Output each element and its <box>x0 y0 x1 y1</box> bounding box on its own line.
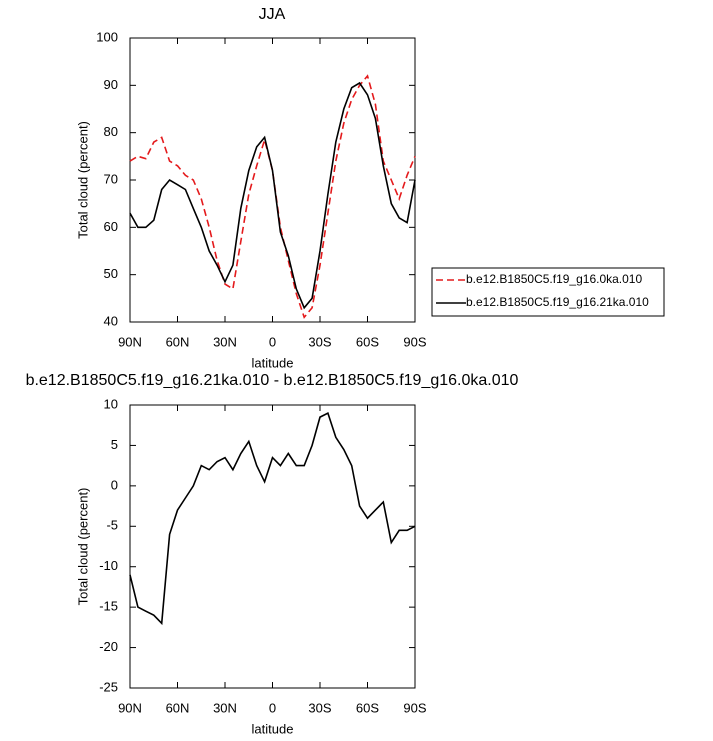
x-tick-label: 90S <box>403 700 426 715</box>
plot-frame <box>129 404 416 689</box>
y-tick-label: 10 <box>104 396 118 411</box>
y-tick-label: 50 <box>104 266 118 281</box>
x-tick-label: 90N <box>118 700 142 715</box>
x-tick-label: 30N <box>213 700 237 715</box>
y-tick-label: -15 <box>99 599 118 614</box>
y-tick-label: 5 <box>111 437 118 452</box>
x-tick-label: 60S <box>356 334 379 349</box>
x-tick-label: 30N <box>213 334 237 349</box>
y-tick-label: -5 <box>106 518 118 533</box>
x-tick-label: 60N <box>166 700 190 715</box>
y-tick-label: 100 <box>96 29 118 44</box>
x-axis-label: latitude <box>252 721 294 736</box>
y-tick-label: 0 <box>111 477 118 492</box>
y-axis-label: Total cloud (percent) <box>75 488 90 606</box>
x-tick-label: 60N <box>166 334 190 349</box>
data-line <box>129 81 416 310</box>
chart-title: b.e12.B1850C5.f19_g16.21ka.010 - b.e12.B… <box>26 372 519 389</box>
y-tick-label: -20 <box>99 639 118 654</box>
y-tick-label: 90 <box>104 77 118 92</box>
y-tick-label: -25 <box>99 679 118 694</box>
x-tick-label: 90N <box>118 334 142 349</box>
x-tick-label: 90S <box>403 334 426 349</box>
chart-title: JJA <box>259 6 286 23</box>
x-axis-label: latitude <box>252 355 294 370</box>
y-tick-label: 80 <box>104 124 118 139</box>
data-line <box>129 411 416 626</box>
legend-label: b.e12.B1850C5.f19_g16.21ka.010 <box>466 295 649 309</box>
data-line <box>129 74 416 319</box>
y-tick-label: -10 <box>99 558 118 573</box>
x-tick-label: 0 <box>269 334 276 349</box>
x-tick-label: 30S <box>308 334 331 349</box>
y-tick-label: 70 <box>104 171 118 186</box>
y-tick-label: 60 <box>104 219 118 234</box>
y-axis-label: Total cloud (percent) <box>75 121 90 239</box>
y-tick-label: 40 <box>104 313 118 328</box>
x-tick-label: 30S <box>308 700 331 715</box>
x-tick-label: 0 <box>269 700 276 715</box>
legend-label: b.e12.B1850C5.f19_g16.0ka.010 <box>466 272 642 286</box>
x-tick-label: 60S <box>356 700 379 715</box>
plot-frame <box>129 37 416 323</box>
legend-box <box>431 267 665 317</box>
